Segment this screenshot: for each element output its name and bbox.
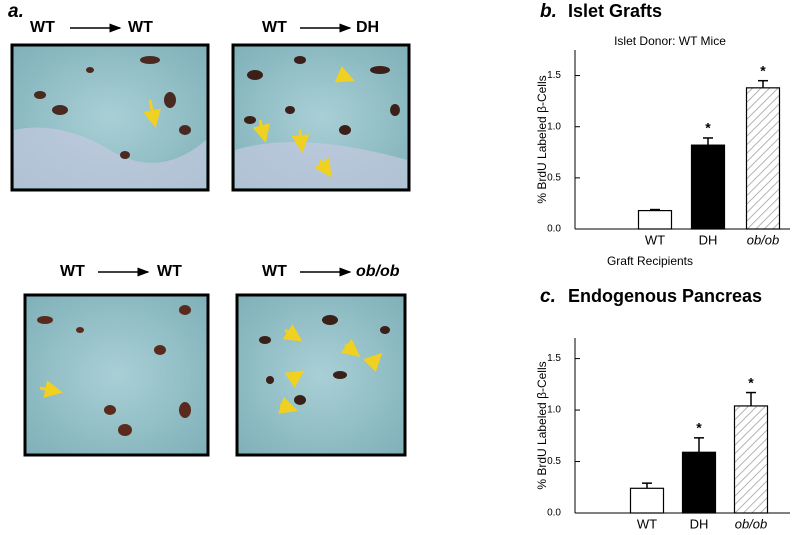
x-axis-label: Graft Recipients bbox=[607, 254, 693, 268]
x-tick-label: DH bbox=[690, 516, 709, 531]
chart-subtitle: Islet Donor: WT Mice bbox=[614, 34, 726, 48]
y-tick-label: 0.0 bbox=[547, 508, 561, 519]
micrograph bbox=[10, 43, 210, 192]
y-tick-label: 1.5 bbox=[547, 70, 561, 81]
bar bbox=[681, 451, 717, 514]
donor: WT bbox=[30, 19, 55, 36]
x-tick-label: ob/ob bbox=[735, 516, 768, 531]
bar bbox=[629, 487, 665, 514]
panel-header: WT DH bbox=[262, 19, 379, 36]
panel-label: a. bbox=[8, 1, 24, 22]
x-tick-label: WT bbox=[637, 516, 657, 531]
y-tick-label: 0.5 bbox=[547, 456, 561, 467]
y-tick-label: 0.5 bbox=[547, 172, 561, 183]
donor: WT bbox=[262, 263, 287, 280]
micrograph bbox=[231, 43, 411, 192]
recipient: DH bbox=[356, 19, 379, 36]
panel-label: c. bbox=[540, 286, 556, 307]
y-tick-label: 1.0 bbox=[547, 405, 561, 416]
significance-marker: * bbox=[748, 374, 754, 390]
panel-label: b. bbox=[540, 1, 557, 22]
micrograph bbox=[235, 293, 407, 457]
y-tick-label: 1.5 bbox=[547, 353, 561, 364]
recipient: ob/ob bbox=[356, 263, 400, 280]
y-tick-label: 1.0 bbox=[547, 121, 561, 132]
panel-header: WT ob/ob bbox=[262, 263, 400, 280]
significance-marker: * bbox=[760, 62, 766, 78]
bar bbox=[733, 405, 769, 514]
x-tick-label: DH bbox=[699, 232, 718, 247]
bar bbox=[637, 209, 673, 230]
recipient: WT bbox=[128, 19, 153, 36]
chart-title: Islet Grafts bbox=[568, 1, 662, 21]
bar bbox=[690, 144, 726, 230]
micrograph bbox=[23, 293, 210, 457]
y-tick-label: 0.0 bbox=[547, 224, 561, 235]
panel-header: WT WT bbox=[60, 263, 182, 280]
donor: WT bbox=[60, 263, 85, 280]
significance-marker: * bbox=[696, 420, 702, 436]
x-tick-label: WT bbox=[645, 232, 665, 247]
chart-title: Endogenous Pancreas bbox=[568, 286, 762, 306]
donor: WT bbox=[262, 19, 287, 36]
y-axis-label: % BrdU Labeled β-Cells bbox=[535, 75, 549, 203]
bar bbox=[745, 87, 781, 230]
x-tick-label: ob/ob bbox=[747, 232, 780, 247]
recipient: WT bbox=[157, 263, 182, 280]
y-axis-label: % BrdU Labeled β-Cells bbox=[535, 361, 549, 489]
significance-marker: * bbox=[705, 120, 711, 136]
panel-header: WT WT bbox=[30, 19, 153, 36]
